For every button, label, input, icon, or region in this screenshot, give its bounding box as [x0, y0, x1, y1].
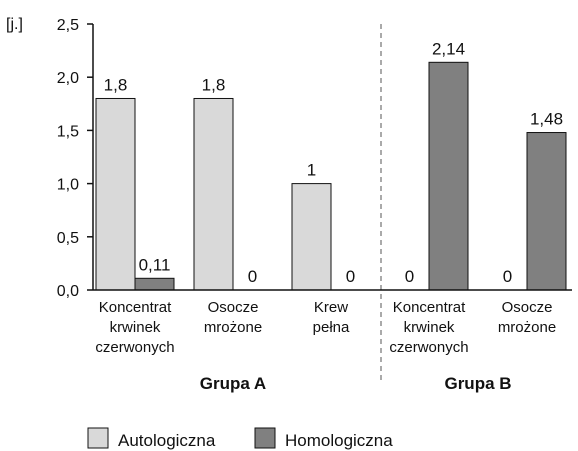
x-tick-label: pełna — [313, 319, 350, 336]
value-label: 1 — [307, 161, 316, 180]
x-tick-label: Osocze — [502, 299, 553, 316]
legend-swatch — [254, 427, 276, 449]
x-tick-label: Osocze — [208, 299, 259, 316]
value-label: 2,14 — [432, 39, 465, 58]
group-label: Grupa B — [444, 374, 511, 393]
x-tick-label: mrożone — [204, 319, 262, 336]
y-tick-label: 2,0 — [57, 70, 79, 87]
bar — [291, 183, 332, 291]
x-tick-label: czerwonych — [95, 339, 174, 356]
value-label: 1,48 — [530, 110, 563, 129]
bar — [95, 97, 136, 291]
y-tick-label: 0,0 — [57, 283, 79, 300]
x-tick-label: krwinek — [404, 319, 455, 336]
bar — [193, 97, 234, 291]
x-tick-label: krwinek — [110, 319, 161, 336]
y-unit: [j.] — [6, 16, 23, 33]
legend-swatch — [87, 427, 109, 449]
value-label: 1,8 — [202, 75, 226, 94]
value-label: 0,11 — [139, 255, 171, 274]
value-label: 0 — [503, 267, 512, 286]
value-label: 1,8 — [104, 75, 128, 94]
x-tick-label: mrożone — [498, 319, 556, 336]
x-tick-label: Koncentrat — [99, 299, 172, 316]
y-tick-label: 1,0 — [57, 177, 79, 194]
bar — [526, 132, 567, 291]
legend-label: Homologiczna — [285, 431, 393, 450]
y-tick-label: 0,5 — [57, 230, 79, 247]
value-label: 0 — [405, 267, 414, 286]
x-tick-label: Krew — [314, 299, 348, 316]
group-label: Grupa A — [200, 374, 266, 393]
bar — [428, 61, 469, 291]
x-tick-label: Koncentrat — [393, 299, 466, 316]
y-tick-label: 1,5 — [57, 123, 79, 140]
x-tick-label: czerwonych — [389, 339, 468, 356]
value-label: 0 — [346, 267, 355, 286]
bar — [134, 277, 175, 291]
y-tick-label: 2,5 — [57, 17, 79, 34]
value-label: 0 — [248, 267, 257, 286]
legend-label: Autologiczna — [118, 431, 216, 450]
